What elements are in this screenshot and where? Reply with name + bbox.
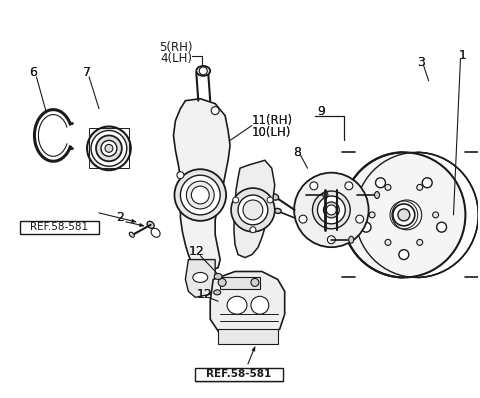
Text: 7: 7 [83,66,91,79]
Ellipse shape [214,290,221,295]
Circle shape [199,67,207,75]
Ellipse shape [271,194,278,200]
Ellipse shape [91,131,127,166]
Circle shape [327,236,336,244]
Ellipse shape [294,173,369,247]
Text: 1: 1 [458,49,467,62]
Ellipse shape [243,200,263,220]
Polygon shape [252,347,255,351]
Circle shape [356,215,364,223]
FancyBboxPatch shape [195,368,283,381]
FancyBboxPatch shape [20,221,99,234]
Ellipse shape [323,191,328,199]
Ellipse shape [87,127,131,170]
Circle shape [299,215,307,223]
Text: 12: 12 [196,288,212,301]
Ellipse shape [192,186,209,204]
Ellipse shape [180,175,220,215]
Ellipse shape [251,297,269,314]
Ellipse shape [374,191,380,199]
Ellipse shape [326,205,336,215]
Text: 10(LH): 10(LH) [252,126,291,139]
Text: 12: 12 [188,245,204,258]
Text: 11(RH): 11(RH) [252,114,293,127]
Text: 3: 3 [417,57,425,70]
Ellipse shape [238,195,268,225]
Circle shape [385,184,391,190]
Text: REF.58-581: REF.58-581 [206,369,272,379]
Circle shape [361,222,371,232]
Ellipse shape [324,202,339,218]
Circle shape [345,182,353,190]
Polygon shape [132,219,136,222]
Ellipse shape [274,209,281,213]
Ellipse shape [227,297,247,314]
Polygon shape [218,329,278,344]
Text: 2: 2 [116,211,124,224]
Circle shape [233,197,239,203]
Text: 8: 8 [294,146,301,159]
Text: 5(RH): 5(RH) [159,41,192,54]
Ellipse shape [214,273,222,279]
Circle shape [250,227,256,233]
Circle shape [432,212,439,218]
Ellipse shape [129,232,134,237]
Circle shape [218,279,226,287]
Ellipse shape [174,169,226,221]
Text: 4(LH): 4(LH) [160,53,192,66]
Text: 6: 6 [29,66,37,79]
Ellipse shape [398,209,410,221]
Circle shape [417,240,423,246]
Circle shape [310,182,318,190]
Circle shape [267,197,273,203]
Text: 1: 1 [458,49,467,62]
Ellipse shape [101,140,117,156]
Ellipse shape [105,144,113,152]
Circle shape [177,172,184,179]
Text: 2: 2 [116,211,124,224]
Circle shape [385,240,391,246]
Text: 9: 9 [317,105,325,118]
Ellipse shape [317,196,345,224]
Ellipse shape [349,236,354,243]
Circle shape [422,178,432,188]
Ellipse shape [342,152,466,277]
Text: 12: 12 [188,245,204,258]
Ellipse shape [196,66,210,76]
Polygon shape [220,277,260,289]
Circle shape [211,107,219,115]
Ellipse shape [193,273,208,283]
Ellipse shape [231,188,275,232]
Ellipse shape [312,191,350,229]
Circle shape [375,178,385,188]
Text: 6: 6 [29,66,37,79]
Ellipse shape [147,221,154,228]
Text: 3: 3 [417,57,425,70]
Circle shape [437,222,446,232]
Ellipse shape [96,135,122,161]
Polygon shape [234,160,275,258]
Circle shape [251,279,259,287]
Text: 12: 12 [196,288,212,301]
Text: 7: 7 [83,66,91,79]
Ellipse shape [393,204,415,226]
Text: 8: 8 [294,146,301,159]
Polygon shape [210,271,285,339]
Text: 11(RH): 11(RH) [252,114,293,127]
Circle shape [369,212,375,218]
Circle shape [399,250,409,259]
Polygon shape [185,259,215,297]
Text: 10(LH): 10(LH) [252,126,291,139]
Polygon shape [140,223,144,226]
Polygon shape [173,99,230,271]
Ellipse shape [186,181,214,209]
Circle shape [417,184,423,190]
Text: 9: 9 [317,105,325,118]
Text: REF.58-581: REF.58-581 [30,222,88,232]
